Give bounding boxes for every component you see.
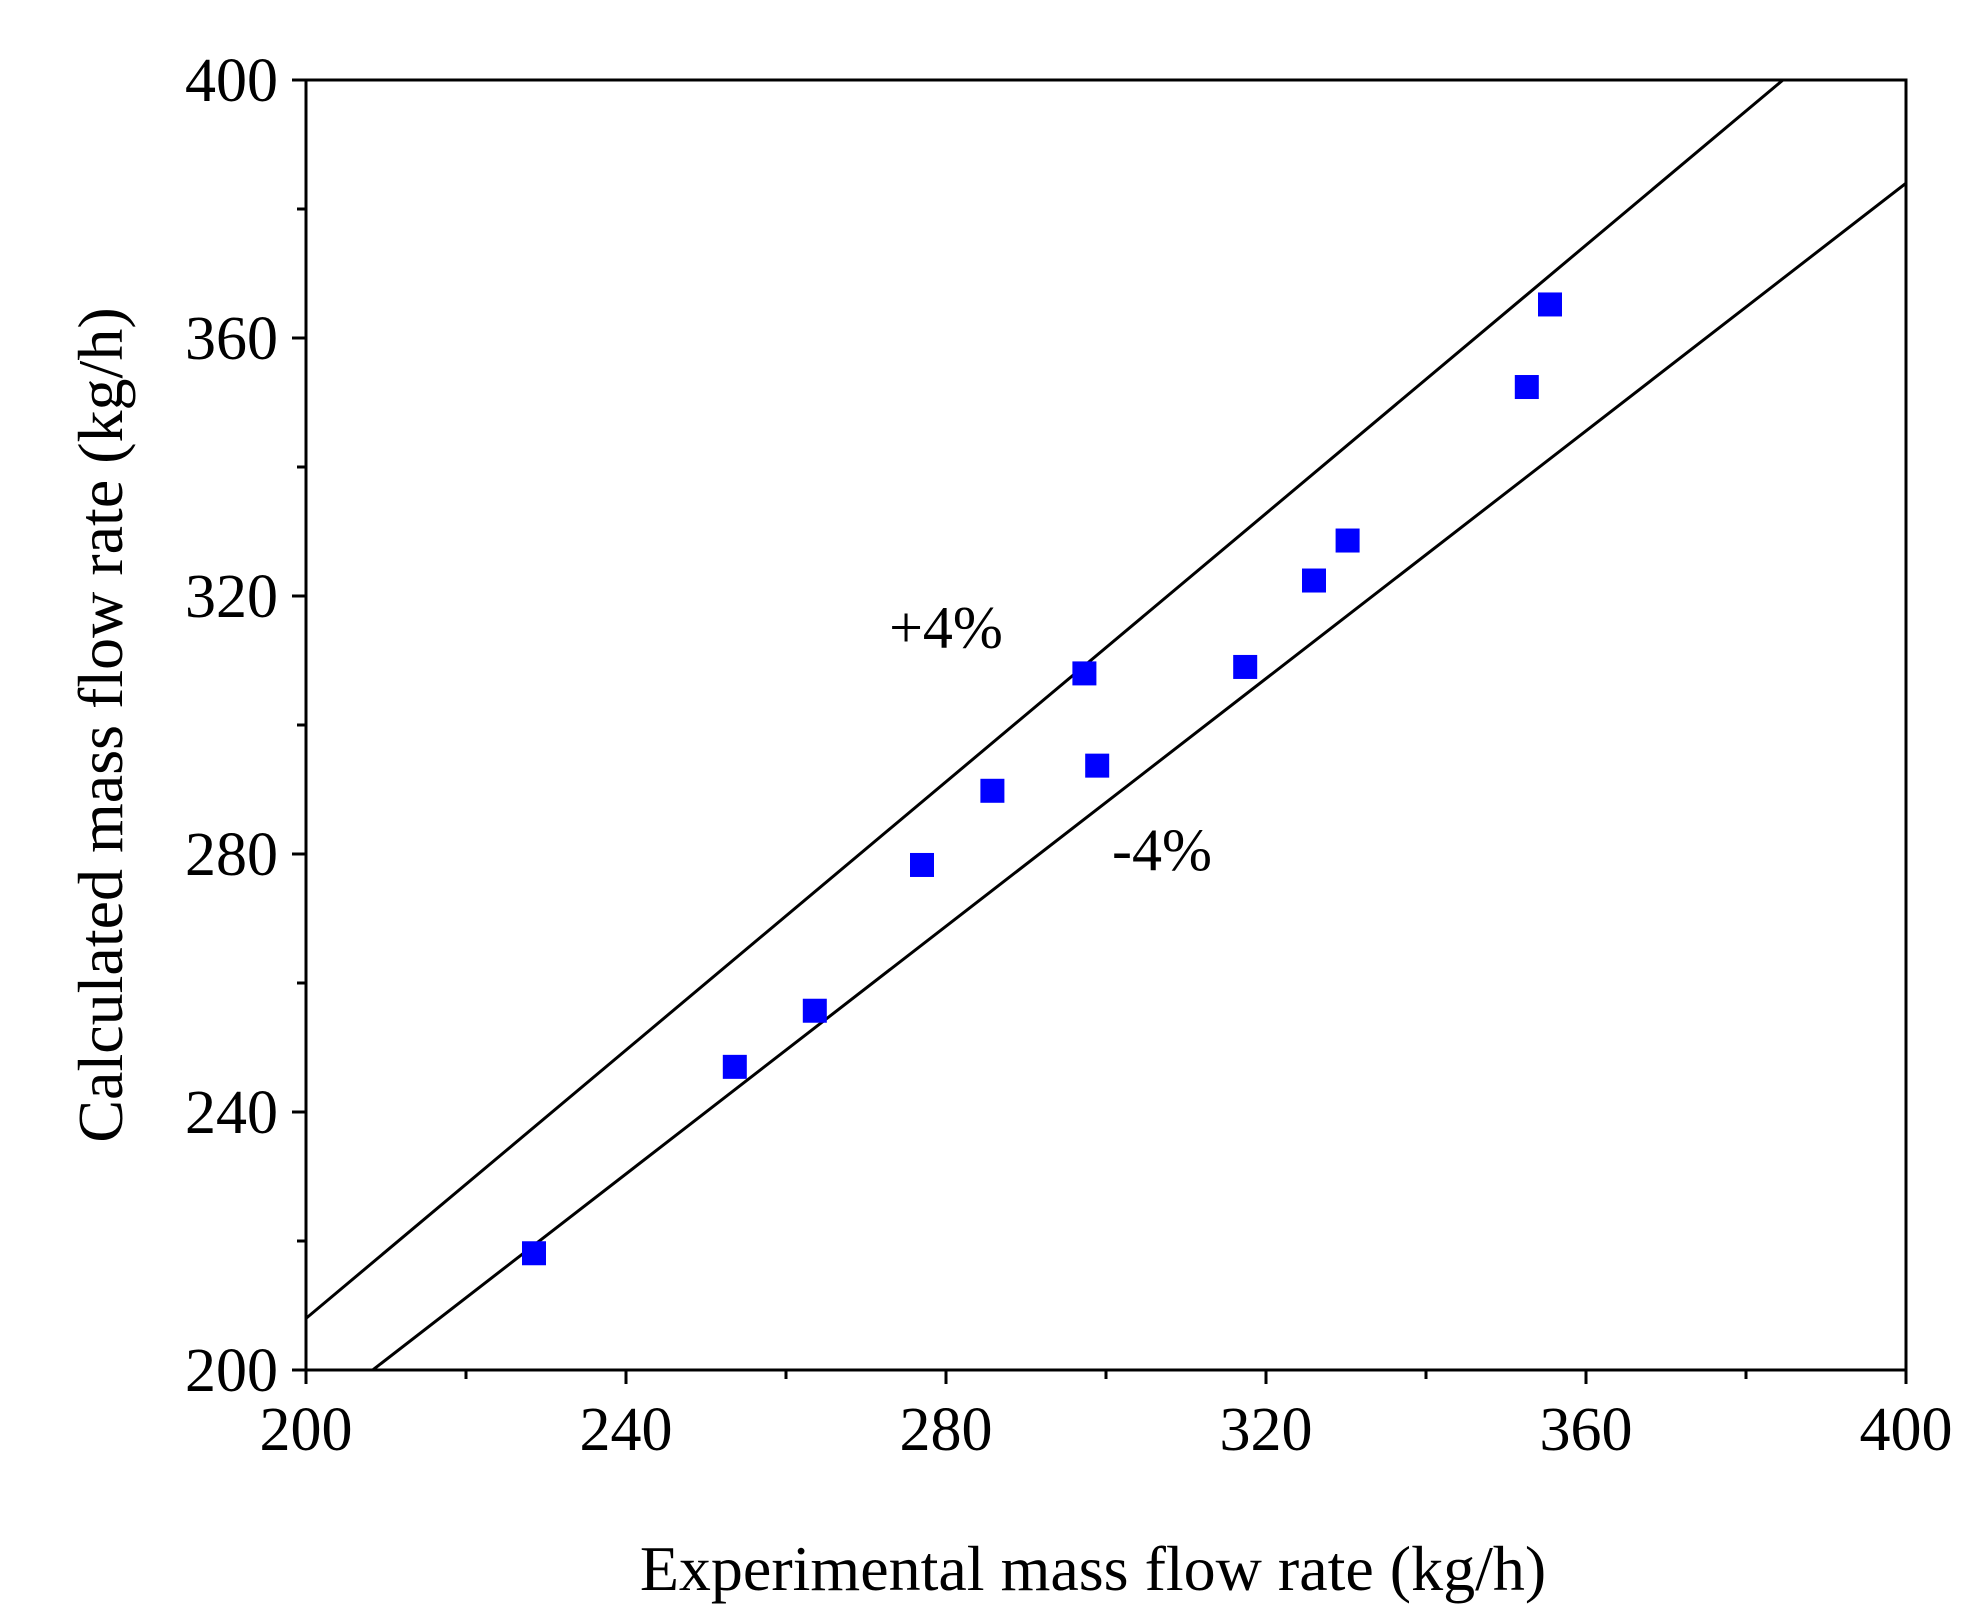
data-point	[1085, 753, 1110, 778]
data-point	[1335, 528, 1360, 553]
tick-labels: 200 240 280 320 360 400 200 240 280 320 360 400	[185, 47, 1953, 1464]
x-tick-label-400: 400	[1860, 1396, 1953, 1464]
x-tick-label-320: 320	[1220, 1396, 1313, 1464]
data-point	[802, 998, 827, 1023]
plot-frame	[304, 78, 1908, 1372]
data-point	[910, 852, 934, 877]
data-point	[1538, 292, 1562, 317]
y-tick-label-360: 360	[185, 305, 278, 373]
y-tick-label-320: 320	[185, 563, 278, 631]
data-point	[1514, 375, 1539, 400]
data-point	[1302, 568, 1326, 593]
x-axis-title: Experimental mass flow rate (kg/h)	[640, 1533, 1546, 1604]
data-point	[522, 1241, 546, 1266]
x-tick-label-200: 200	[260, 1396, 353, 1464]
y-tick-label-280: 280	[185, 821, 278, 889]
y-tick-label-200: 200	[185, 1337, 278, 1405]
annotation-plus-4-percent: +4%	[889, 595, 1003, 661]
x-tick-label-360: 360	[1540, 1396, 1633, 1464]
y-axis-title: Calculated mass flow rate (kg/h)	[65, 307, 136, 1142]
reference-lines	[306, 80, 1906, 1370]
x-tick-label-280: 280	[900, 1396, 993, 1464]
x-tick-label-240: 240	[580, 1396, 673, 1464]
data-point	[1072, 661, 1097, 686]
data-point	[722, 1054, 747, 1079]
data-point	[1233, 654, 1258, 679]
y-tick-label-240: 240	[185, 1079, 278, 1147]
annotations: +4% -4%	[889, 595, 1212, 884]
y-tick-label-400: 400	[185, 47, 278, 115]
reference-line-plus-4-percent	[306, 80, 1786, 1320]
data-points	[522, 292, 1562, 1266]
annotation-minus-4-percent: -4%	[1112, 817, 1212, 883]
data-point	[980, 778, 1005, 803]
reference-line-minus-4-percent	[370, 182, 1906, 1370]
